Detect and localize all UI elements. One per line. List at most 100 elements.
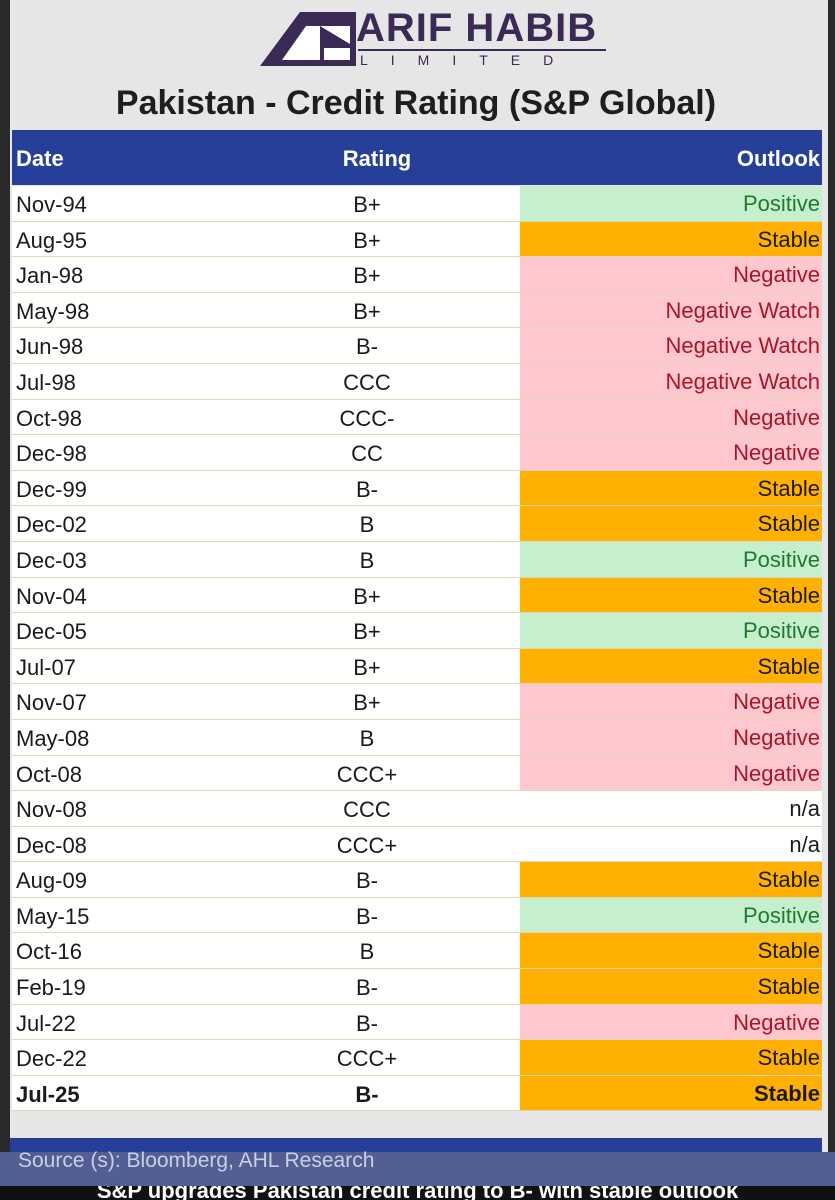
cell-date: Nov-08 [16, 797, 87, 823]
cell-outlook: Positive [520, 186, 822, 221]
cell-date: Dec-22 [16, 1046, 87, 1072]
cell-outlook: Stable [520, 1040, 822, 1075]
table-row: Jul-22 B- Negative [12, 1004, 822, 1041]
cell-date: Jan-98 [16, 263, 84, 289]
cell-rating: B+ [353, 583, 381, 609]
cell-date: Jul-25 [16, 1081, 80, 1107]
cell-rating: B+ [353, 263, 381, 289]
caption-strip: S&P upgrades Pakistan credit rating to B… [0, 1186, 835, 1200]
cell-outlook: Negative [520, 435, 822, 470]
table-body: Nov-94 B+ Positive Aug-95 B+ Stable Jan-98 B+ Ne… [12, 186, 822, 1112]
cell-outlook: n/a [520, 826, 822, 862]
cell-date: Aug-09 [16, 868, 87, 894]
cell-date: Nov-94 [16, 192, 87, 217]
cell-outlook: Stable [520, 506, 822, 541]
cell-outlook: Positive [520, 897, 822, 933]
cell-rating: B [359, 939, 375, 965]
table-row: Dec-03 B Positive [12, 541, 822, 578]
cell-date: Dec-02 [16, 512, 87, 538]
cell-outlook: Stable [520, 969, 822, 1004]
cell-rating: B [359, 547, 375, 573]
caption-text: S&P upgrades Pakistan credit rating to B… [96, 1186, 739, 1200]
page-title: Pakistan - Credit Rating (S&P Global) [115, 84, 717, 122]
cell-rating: B- [356, 975, 378, 1001]
cell-date: May-98 [16, 298, 90, 324]
table-row: Oct-08 CCC+ Negative [12, 755, 822, 792]
table-row: May-15 B- Positive [12, 897, 822, 934]
table-row: Dec-02 B Stable [12, 506, 822, 542]
cell-outlook: Stable [520, 1075, 822, 1111]
cell-outlook: Stable [520, 933, 822, 969]
source-note: Source (s): Bloomberg, AHL Research [18, 1149, 375, 1172]
cell-rating: B+ [353, 227, 381, 253]
cell-rating: B+ [353, 619, 381, 645]
cell-rating: B+ [353, 192, 381, 217]
cell-outlook: Negative [520, 755, 822, 791]
cell-date: Jul-07 [16, 654, 76, 680]
logo-name: ARIF HABIB [356, 6, 598, 50]
cell-outlook: Stable [520, 221, 822, 257]
cell-outlook: Positive [520, 613, 822, 648]
cell-outlook: Stable [520, 862, 822, 897]
cell-rating: B- [356, 476, 378, 502]
table-row: Nov-07 B+ Negative [12, 684, 822, 720]
cell-date: May-15 [16, 903, 90, 929]
column-header-outlook: Outlook [736, 146, 820, 171]
cell-outlook: Negative Watch [520, 328, 822, 363]
source-overlay [0, 1152, 835, 1188]
cell-date: Jul-22 [16, 1010, 76, 1036]
cell-rating: B- [355, 1081, 379, 1107]
column-header-date: Date [16, 146, 64, 171]
table-row: Jun-98 B- Negative Watch [12, 328, 822, 364]
cell-date: Oct-08 [16, 761, 83, 787]
cell-outlook: n/a [520, 791, 822, 826]
cell-date: Nov-04 [16, 583, 87, 609]
table-row: Dec-98 CC Negative [12, 435, 822, 471]
cell-date: Jun-98 [16, 334, 84, 360]
cell-rating: B- [356, 1010, 378, 1036]
table-row: Aug-09 B- Stable [12, 862, 822, 898]
table-header: Date Rating Outlook [12, 130, 822, 185]
cell-outlook: Negative [520, 719, 822, 755]
cell-rating: CCC [343, 369, 391, 395]
cell-date: Aug-95 [16, 227, 87, 253]
cell-outlook: Stable [520, 577, 822, 613]
logo-subtitle: LIMITED [360, 52, 577, 68]
table-row: Jul-25 B- Stable [12, 1075, 822, 1112]
table-row: Jan-98 B+ Negative [12, 257, 822, 293]
table-row: Jul-07 B+ Stable [12, 648, 822, 685]
cell-date: Dec-98 [16, 441, 87, 467]
cell-date: Dec-99 [16, 476, 87, 502]
table-row: May-08 B Negative [12, 719, 822, 756]
cell-date: Nov-07 [16, 690, 87, 716]
cell-rating: CCC [343, 797, 391, 823]
table-row: Feb-19 B- Stable [12, 969, 822, 1005]
cell-rating: B [359, 725, 375, 751]
table-row: Nov-04 B+ Stable [12, 577, 822, 614]
table-row: Dec-99 B- Stable [12, 470, 822, 507]
cell-date: Dec-03 [16, 547, 87, 573]
table-row: Dec-22 CCC+ Stable [12, 1040, 822, 1076]
cell-rating: B- [356, 334, 378, 360]
cell-rating: B+ [353, 690, 381, 716]
cell-rating: B+ [353, 654, 381, 680]
table-row: Aug-95 B+ Stable [12, 221, 822, 258]
table-row: Dec-08 CCC+ n/a [12, 826, 822, 863]
table-row: Nov-08 CCC n/a [12, 791, 822, 827]
table-row: Nov-94 B+ Positive [12, 186, 822, 222]
table-row: Oct-98 CCC- Negative [12, 399, 822, 436]
cell-rating: B- [356, 903, 378, 929]
cell-outlook: Stable [520, 470, 822, 506]
cell-date: Jul-98 [16, 369, 76, 395]
table-row: Oct-16 B Stable [12, 933, 822, 970]
cell-outlook: Positive [520, 541, 822, 577]
cell-outlook: Negative Watch [520, 292, 822, 328]
company-logo: ARIF HABIB LIMITED [260, 6, 620, 68]
cell-rating: CCC+ [336, 761, 398, 787]
table-row: Dec-05 B+ Positive [12, 613, 822, 649]
cell-rating: CCC+ [336, 1046, 398, 1072]
cell-date: Feb-19 [16, 975, 86, 1001]
cell-rating: CC [351, 441, 383, 467]
cell-outlook: Negative [520, 399, 822, 435]
